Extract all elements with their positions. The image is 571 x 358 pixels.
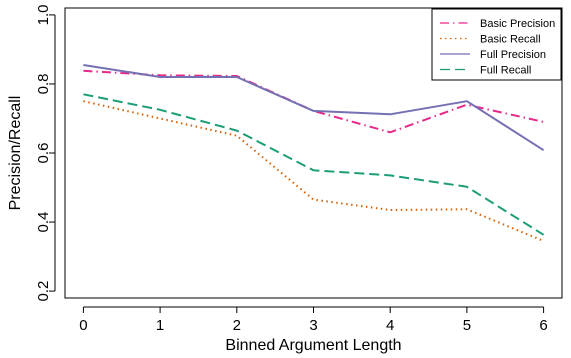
x-axis-title: Binned Argument Length: [225, 337, 401, 354]
x-tick-label: 4: [386, 317, 394, 334]
legend-box: [431, 8, 562, 81]
legend-label: Full Recall: [480, 65, 531, 77]
legend-label: Basic Recall: [480, 34, 541, 46]
series-line-full-recall: [83, 93, 545, 236]
plot-frame: [64, 7, 563, 299]
y-tick-label: 0.8: [35, 74, 52, 95]
series-line-basic-precision: [83, 69, 544, 134]
x-tick-label: 2: [233, 317, 241, 334]
legend: Basic Precision Basic Recall Full Precisio…: [431, 8, 562, 81]
y-axis: 0.2 0.4 0.6 0.8 1.0: [35, 4, 56, 302]
y-tick-label: 0.2: [35, 281, 52, 302]
y-tick-label: 1.0: [35, 4, 52, 25]
y-tick-label: 0.6: [35, 143, 52, 164]
x-tick-label: 5: [463, 317, 471, 334]
series-layer: [83, 64, 545, 242]
x-tick-label: 0: [79, 317, 87, 334]
x-tick-label: 1: [156, 317, 164, 334]
x-tick-label: 3: [309, 317, 317, 334]
legend-label: Full Precision: [480, 49, 546, 61]
y-axis-title: Precision/Recall: [7, 96, 24, 211]
series-line-full-precision: [83, 64, 545, 152]
y-tick-label: 0.4: [35, 212, 52, 233]
x-axis: 0 1 2 3 4 5 6: [79, 306, 548, 334]
series-line-basic-recall: [83, 100, 544, 242]
x-tick-label: 6: [539, 317, 547, 334]
legend-label: Basic Precision: [480, 18, 555, 30]
